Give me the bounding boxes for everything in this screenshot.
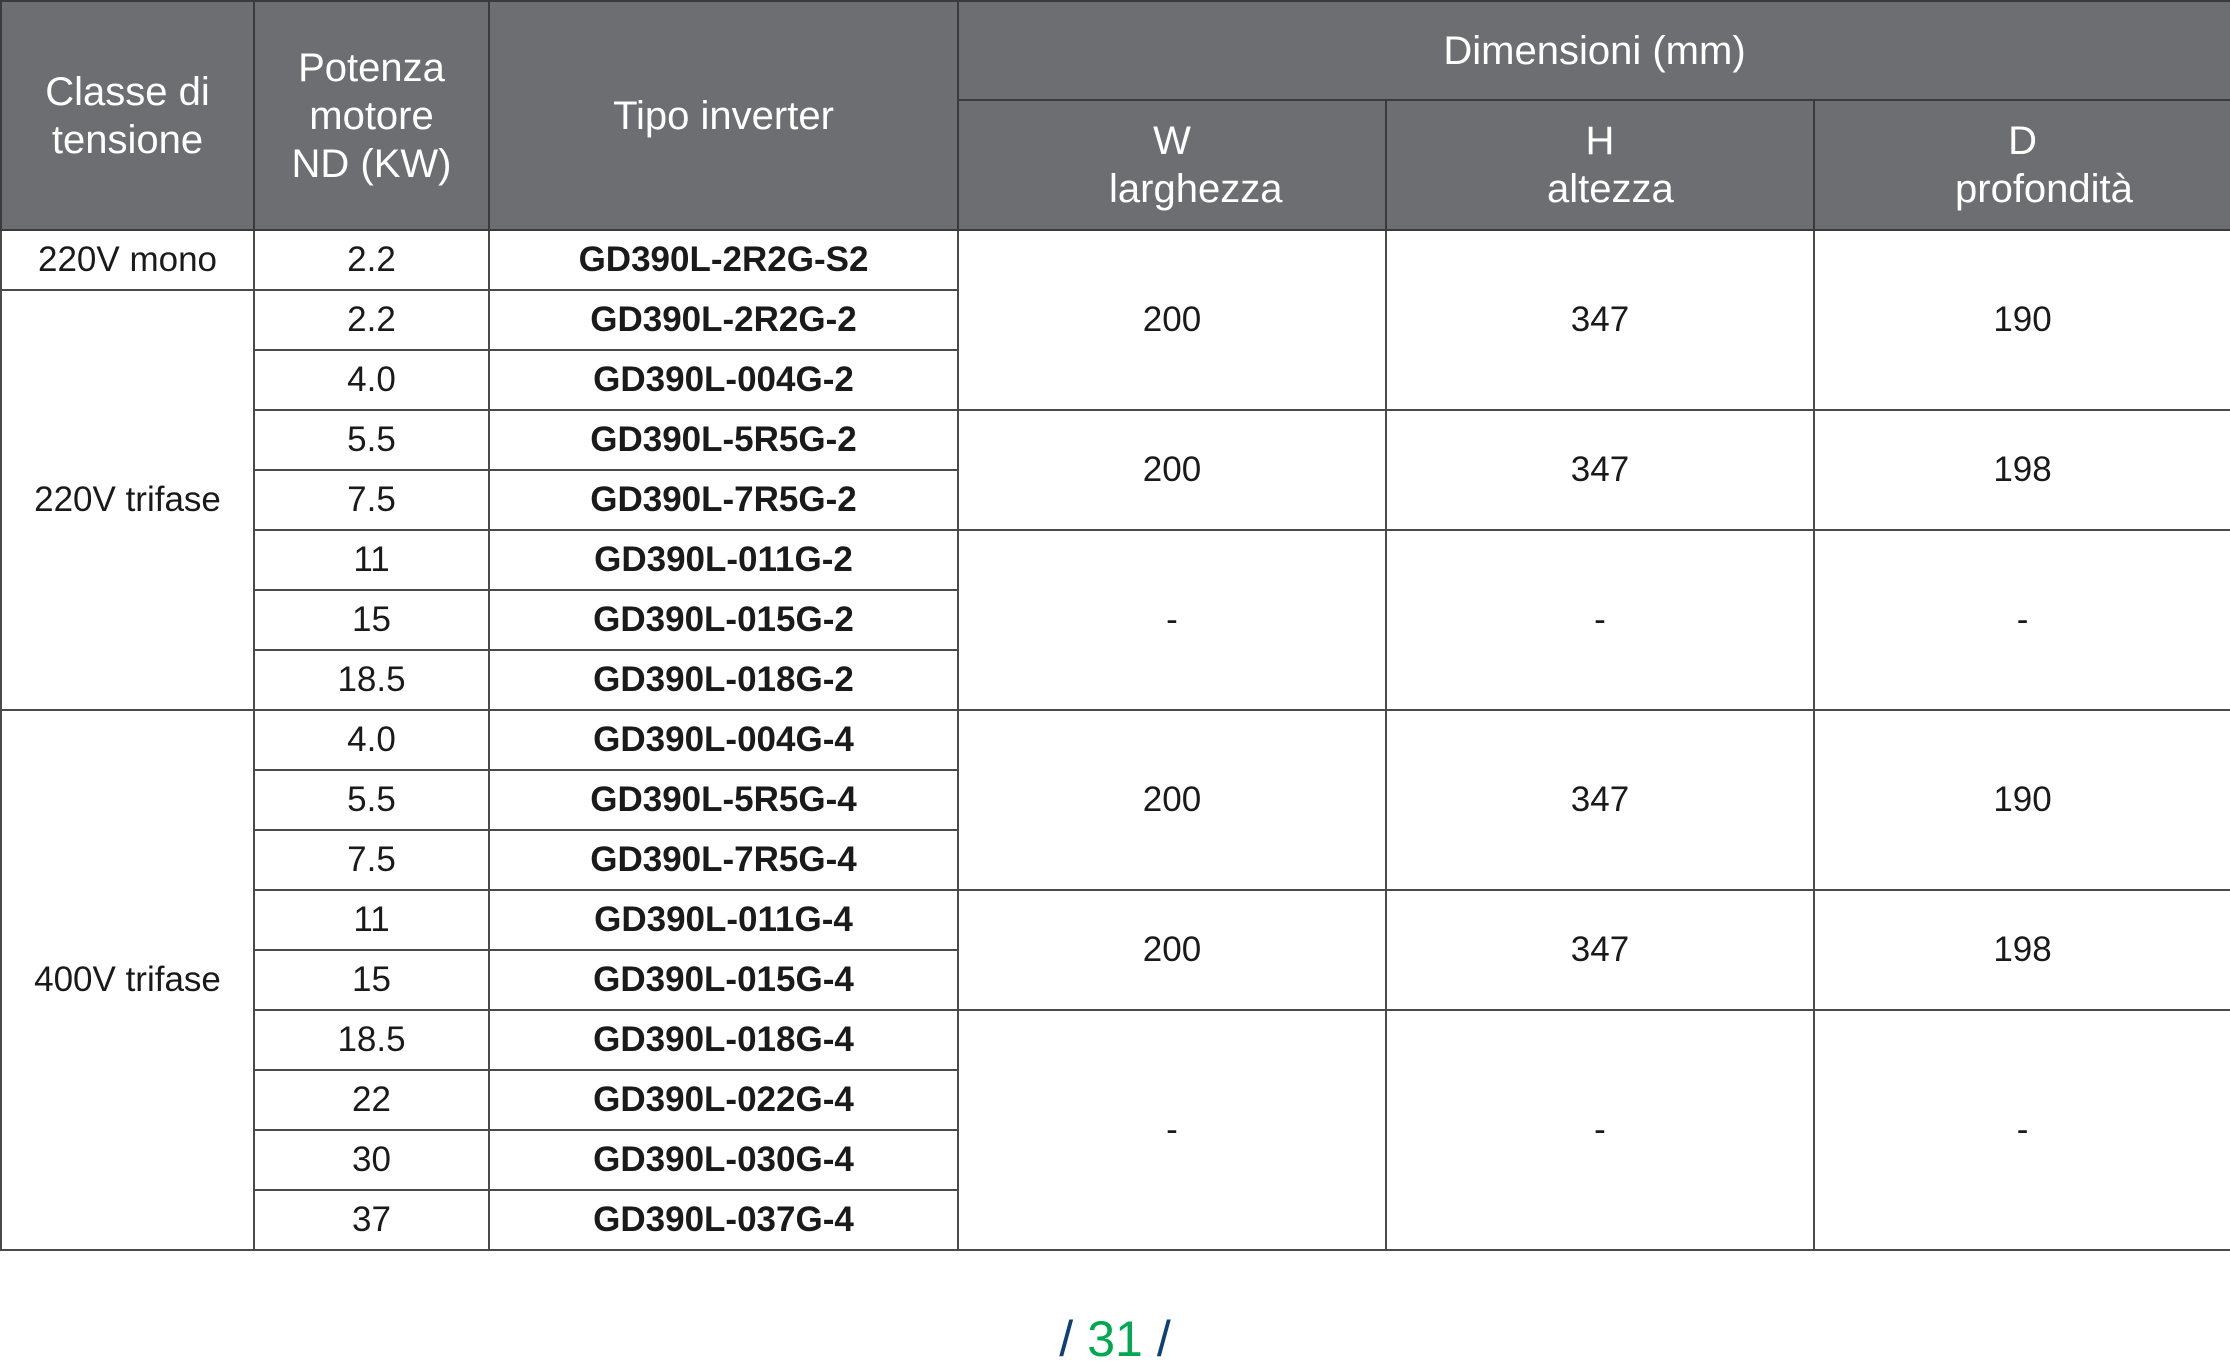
- inverter-model-cell: GD390L-011G-2: [488, 529, 959, 591]
- width-cell: 200: [957, 229, 1387, 411]
- voltage-class-cell: 400V trifase: [0, 709, 255, 1251]
- inverter-model-cell: GD390L-022G-4: [488, 1069, 959, 1131]
- motor-power-cell: 18.5: [253, 649, 490, 711]
- header-dimensions: Dimensioni (mm): [956, 0, 2230, 101]
- inverter-model-cell: GD390L-7R5G-2: [488, 469, 959, 531]
- table-row: 15 GD390L-015G-4: [1, 949, 2230, 1011]
- inverter-model-cell: GD390L-004G-4: [488, 709, 959, 771]
- height-cell: -: [1385, 529, 1815, 711]
- inverter-model-cell: GD390L-030G-4: [488, 1129, 959, 1191]
- motor-power-cell: 30: [253, 1129, 490, 1191]
- table-row: 11 GD390L-011G-4 200 347 198: [1, 889, 2230, 1011]
- height-cell: 347: [1385, 409, 1815, 531]
- table-row: 5.5 GD390L-5R5G-4: [1, 769, 2230, 831]
- voltage-class-cell: 220V trifase: [0, 289, 255, 711]
- header-motor-power: Potenza motore ND (KW): [253, 0, 490, 231]
- table-row: 400V trifase 4.0 GD390L-004G-4 200 347 190: [0, 709, 2230, 1251]
- inverter-model-cell: GD390L-7R5G-4: [488, 829, 959, 891]
- table-body: 220V mono 2.2 GD390L-2R2G-S2 200 347 190 220V …: [0, 229, 2230, 1251]
- table-row: 30 GD390L-030G-4: [1, 1129, 2230, 1191]
- motor-power-cell: 11: [253, 889, 490, 951]
- motor-power-cell: 4.0: [253, 349, 490, 411]
- header-voltage-class: Classe di tensione: [0, 0, 255, 231]
- inverter-model-cell: GD390L-011G-4: [488, 889, 959, 951]
- height-cell: 347: [1385, 709, 1815, 891]
- width-cell: -: [957, 1009, 1387, 1251]
- depth-cell: -: [1812, 1009, 2230, 1251]
- depth-cell: 190: [1812, 229, 2230, 411]
- inverter-model-cell: GD390L-2R2G-2: [488, 289, 959, 351]
- voltage-class-cell: 220V mono: [0, 229, 255, 291]
- header-w: W larghezza: [957, 99, 1387, 231]
- page-number: /31/: [0, 1310, 2230, 1368]
- width-cell: 200: [957, 889, 1387, 1011]
- page-number-value: 31: [1087, 1311, 1143, 1367]
- depth-cell: 198: [1812, 889, 2230, 1011]
- dimensions-table: Classe di tensione Potenza motore ND (KW…: [0, 0, 2230, 1251]
- page-slash-right: /: [1156, 1311, 1171, 1367]
- header-d: D profondità: [1812, 99, 2230, 231]
- motor-power-cell: 15: [253, 949, 490, 1011]
- inverter-model-cell: GD390L-018G-4: [488, 1009, 959, 1071]
- height-cell: 347: [1385, 229, 1815, 411]
- table-row: 18.5 GD390L-018G-4- - -: [1, 1009, 2230, 1251]
- height-cell: 347: [1385, 889, 1815, 1011]
- motor-power-cell: 2.2: [253, 229, 490, 291]
- table-row: 11 GD390L-011G-2- - -: [1, 529, 2230, 711]
- width-cell: 200: [957, 409, 1387, 531]
- width-cell: -: [957, 529, 1387, 711]
- inverter-model-cell: GD390L-015G-4: [488, 949, 959, 1011]
- inverter-model-cell: GD390L-037G-4: [488, 1189, 959, 1251]
- motor-power-cell: 7.5: [253, 469, 490, 531]
- motor-power-cell: 7.5: [253, 829, 490, 891]
- header-inverter-type: Tipo inverter: [488, 0, 959, 231]
- table-row: 5.5 GD390L-5R5G-2 200 347 198: [1, 409, 2230, 531]
- table-row: 7.5 GD390L-7R5G-4: [1, 829, 2230, 891]
- motor-power-cell: 2.2: [253, 289, 490, 351]
- depth-cell: -: [1812, 529, 2230, 711]
- inverter-model-cell: GD390L-5R5G-2: [488, 409, 959, 471]
- table-row: 15 GD390L-015G-2: [1, 589, 2230, 651]
- depth-cell: 190: [1812, 709, 2230, 891]
- width-cell: 200: [957, 709, 1387, 891]
- inverter-model-cell: GD390L-5R5G-4: [488, 769, 959, 831]
- motor-power-cell: 11: [253, 529, 490, 591]
- table-row: 220V trifase 2.2 GD390L-2R2G-2: [0, 289, 2230, 711]
- header-h: H altezza: [1385, 99, 1815, 231]
- motor-power-cell: 5.5: [253, 409, 490, 471]
- inverter-model-cell: GD390L-004G-2: [488, 349, 959, 411]
- motor-power-cell: 22: [253, 1069, 490, 1131]
- motor-power-cell: 4.0: [253, 709, 490, 771]
- motor-power-cell: 5.5: [253, 769, 490, 831]
- inverter-model-cell: GD390L-2R2G-S2: [488, 229, 959, 291]
- inverter-model-cell: GD390L-018G-2: [488, 649, 959, 711]
- table-row: 7.5 GD390L-7R5G-2: [1, 469, 2230, 531]
- table-row: 4.0 GD390L-004G-2: [1, 349, 2230, 411]
- table-row: 220V mono 2.2 GD390L-2R2G-S2 200 347 190: [0, 229, 2230, 411]
- page-slash-left: /: [1059, 1311, 1074, 1367]
- motor-power-cell: 18.5: [253, 1009, 490, 1071]
- depth-cell: 198: [1812, 409, 2230, 531]
- table-row: 37 GD390L-037G-4: [1, 1189, 2230, 1251]
- table-row: 22 GD390L-022G-4: [1, 1069, 2230, 1131]
- motor-power-cell: 37: [253, 1189, 490, 1251]
- table-row: 18.5 GD390L-018G-2: [1, 649, 2230, 711]
- motor-power-cell: 15: [253, 589, 490, 651]
- inverter-model-cell: GD390L-015G-2: [488, 589, 959, 651]
- height-cell: -: [1385, 1009, 1815, 1251]
